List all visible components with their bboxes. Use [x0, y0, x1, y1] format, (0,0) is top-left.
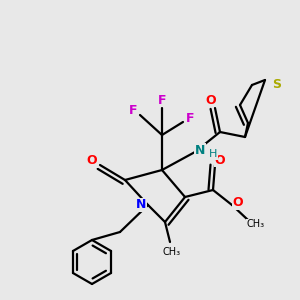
Text: F: F	[129, 104, 137, 118]
Text: O: O	[206, 94, 216, 106]
Text: CH₃: CH₃	[247, 219, 265, 229]
Text: F: F	[158, 94, 166, 106]
Text: N: N	[136, 199, 146, 212]
Text: N: N	[195, 143, 205, 157]
Text: O: O	[215, 154, 225, 166]
Text: O: O	[233, 196, 243, 209]
Text: CH₃: CH₃	[163, 247, 181, 257]
Text: S: S	[272, 79, 281, 92]
Text: H: H	[209, 149, 217, 159]
Text: O: O	[87, 154, 97, 167]
Text: F: F	[186, 112, 194, 124]
